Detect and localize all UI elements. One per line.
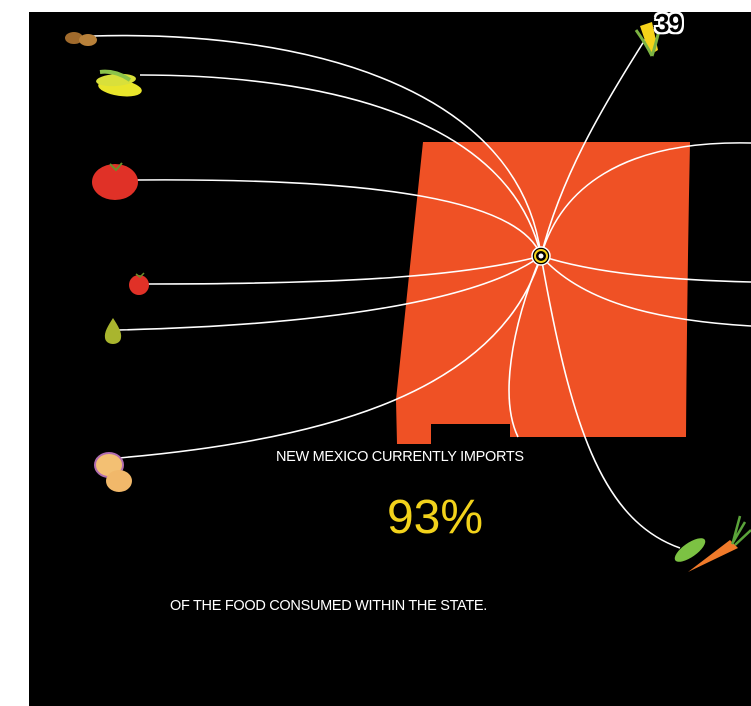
- flow-line-east-middle: [540, 255, 751, 283]
- flow-line-small-tomato: [147, 255, 542, 285]
- footline-text: OF THE FOOD CONSUMED WITHIN THE STATE.: [170, 598, 488, 614]
- flow-line-beans: [92, 34, 542, 257]
- pear-icon: [104, 318, 122, 344]
- flow-line-pear: [117, 255, 542, 331]
- cucumber-icon: [674, 538, 706, 562]
- import-flow-diagram: [65, 22, 751, 572]
- flow-line-corn: [139, 74, 542, 257]
- flow-line-east-top: [540, 142, 751, 257]
- beans-icon: [65, 32, 97, 46]
- target-marker-icon: [531, 246, 551, 266]
- flow-line-corn-cob: [540, 34, 649, 257]
- page-number-badge: 39: [655, 8, 683, 38]
- potato-icon: [94, 452, 132, 492]
- flow-line-tomato: [135, 179, 542, 257]
- import-flow-lines: [92, 34, 751, 549]
- small-tomato-icon: [129, 272, 149, 295]
- flow-line-vegetables: [540, 255, 681, 549]
- tomato-icon: [92, 162, 138, 200]
- flow-line-east-lower: [540, 255, 751, 327]
- headline-text: NEW MEXICO CURRENTLY IMPORTS: [276, 449, 524, 465]
- corn-icon: [96, 69, 142, 97]
- flow-line-potato: [117, 255, 542, 459]
- new-mexico-state-shape: [396, 142, 690, 444]
- corn-cob-icon: [634, 22, 662, 57]
- carrot-icon: [688, 515, 751, 572]
- import-percentage: 93%: [386, 491, 484, 544]
- flow-line-south-left: [508, 255, 542, 438]
